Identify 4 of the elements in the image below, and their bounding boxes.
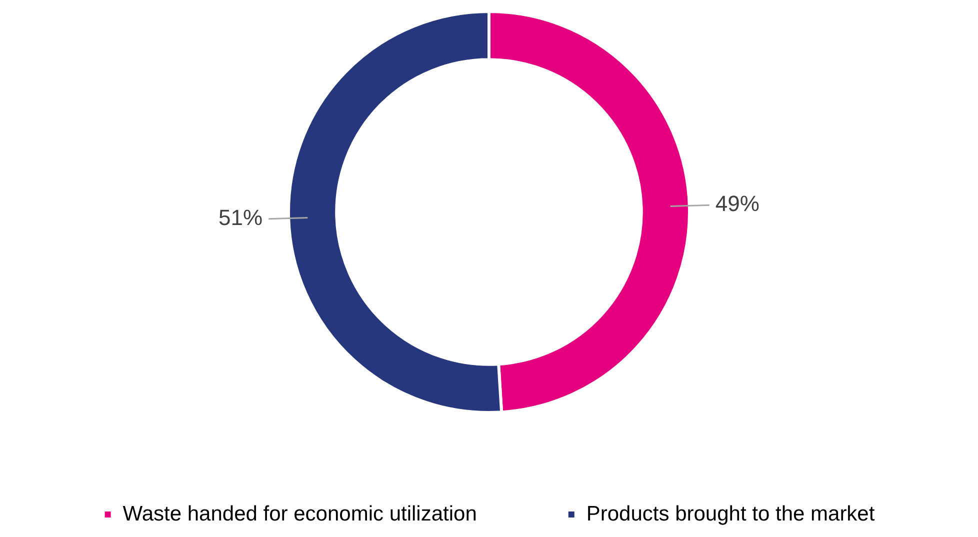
legend-label: Products brought to the market (586, 502, 875, 526)
legend-label: Waste handed for economic utilization (122, 502, 477, 526)
data-label: 51% (218, 204, 263, 230)
data-label: 49% (715, 191, 760, 216)
